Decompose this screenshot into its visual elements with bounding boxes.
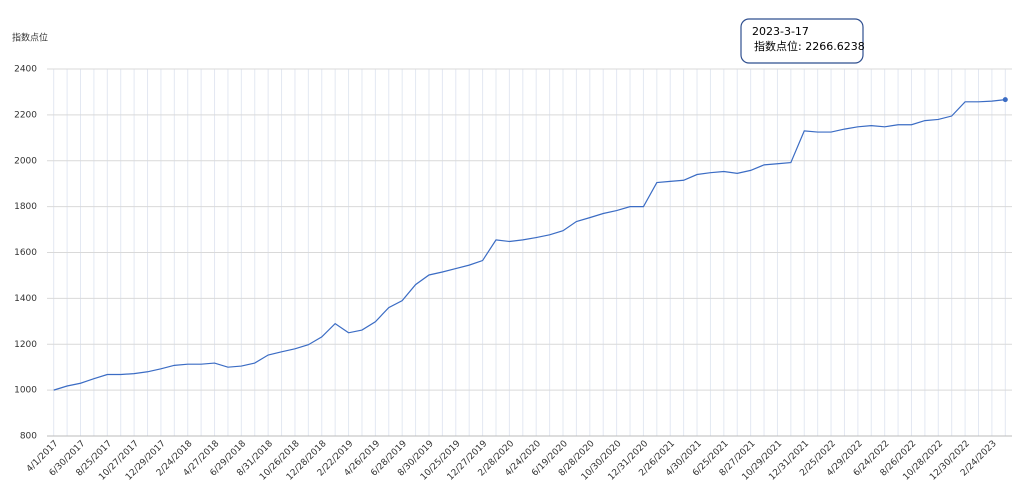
y-tick-label: 2000 [14, 156, 37, 166]
y-tick-label: 1400 [14, 294, 37, 304]
y-tick-label: 1600 [14, 248, 37, 258]
tooltip-text: 指数点位: 2266.6238 [754, 39, 865, 53]
y-tick-label: 800 [20, 432, 37, 442]
plot [53, 97, 1008, 391]
y-axis-label: 指数点位 [12, 32, 48, 44]
y-tick-label: 1800 [14, 202, 37, 212]
y-tick-label: 2400 [14, 65, 37, 75]
y-tick-label: 1000 [14, 386, 37, 396]
highlight-point [1002, 97, 1008, 103]
tooltip-date: 2023-3-17 [752, 25, 809, 38]
y-tick-label: 1200 [14, 340, 37, 350]
y-tick-label: 2200 [14, 110, 37, 120]
series-line [53, 98, 1006, 391]
grid: 800100012001400160018002000220024004/1/2… [14, 65, 1012, 483]
tooltip-box [740, 18, 864, 64]
